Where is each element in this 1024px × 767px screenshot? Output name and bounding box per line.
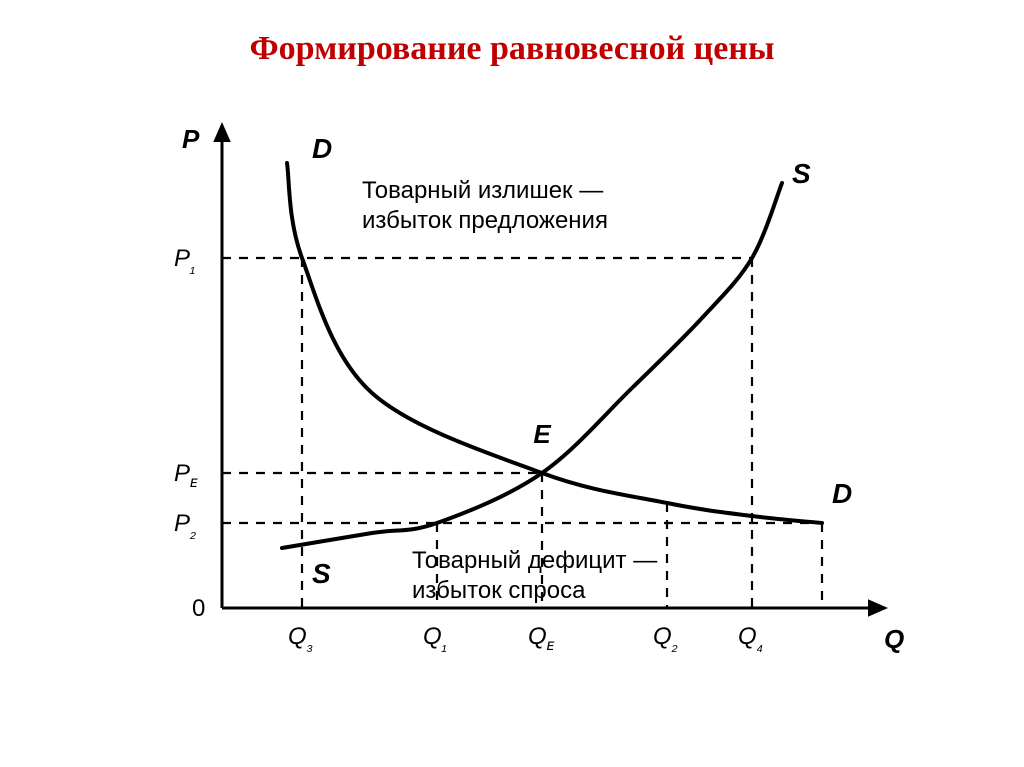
- y-tick-PE: Pᴇ: [174, 460, 198, 491]
- equilibrium-point-label: E: [533, 419, 551, 449]
- y-tick-P1: P₁: [174, 245, 195, 276]
- demand-curve-label-end: D: [832, 478, 852, 509]
- y-axis-label: P: [182, 124, 200, 154]
- equilibrium-chart: P Q 0 P₁ Pᴇ P₂ Q₃ Q₁ Qᴇ Q₂ Q₄ D D S S E Товарный излишек…: [112, 78, 912, 678]
- x-tick-Q1: Q₁: [423, 623, 447, 654]
- x-tick-Q2: Q₂: [653, 623, 678, 654]
- y-tick-P2: P₂: [174, 510, 196, 541]
- y-axis-arrow-icon: [213, 122, 231, 142]
- x-axis-label: Q: [884, 624, 904, 654]
- surplus-annotation-line2: избыток предложения: [362, 207, 608, 234]
- supply-curve-label-start: S: [312, 558, 331, 589]
- surplus-annotation-line1: Товарный излишек —: [362, 177, 603, 204]
- origin-label: 0: [192, 595, 205, 622]
- chart-title: Формирование равновесной цены: [0, 0, 1024, 78]
- deficit-annotation-line1: Товарный дефицит —: [412, 547, 657, 574]
- chart-container: P Q 0 P₁ Pᴇ P₂ Q₃ Q₁ Qᴇ Q₂ Q₄ D D S S E Товарный излишек…: [0, 78, 1024, 678]
- x-tick-Q3: Q₃: [288, 623, 313, 654]
- supply-curve-label-end: S: [792, 158, 811, 189]
- deficit-annotation-line2: избыток спроса: [412, 577, 586, 604]
- x-axis-arrow-icon: [868, 599, 888, 617]
- x-tick-Q4: Q₄: [738, 623, 763, 654]
- x-tick-QE: Qᴇ: [528, 623, 555, 654]
- supply-curve: [282, 183, 782, 548]
- demand-curve-label-start: D: [312, 133, 332, 164]
